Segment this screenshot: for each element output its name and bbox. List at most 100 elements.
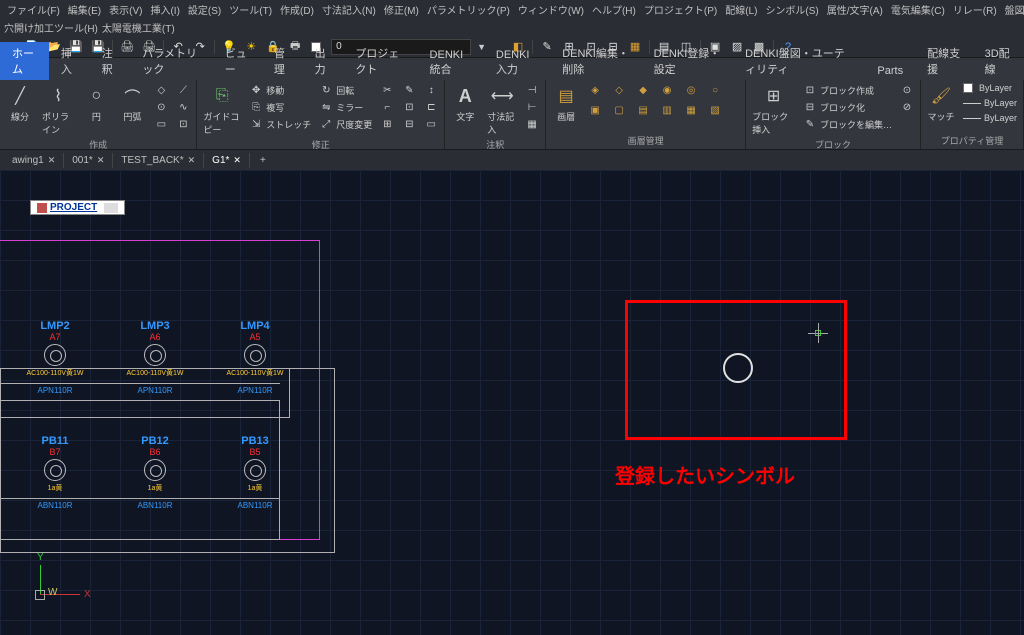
layer-tool-7[interactable]: ▣ — [586, 102, 604, 118]
tab-3d-wiring[interactable]: 3D配線 — [973, 42, 1024, 80]
menu-help[interactable]: ヘルプ(H) — [589, 2, 639, 17]
tab-parts[interactable]: Parts — [865, 62, 915, 80]
scale-button[interactable]: ⤢尺度変更 — [317, 116, 374, 132]
menu-wiring[interactable]: 配線(L) — [722, 2, 760, 17]
layer-tool-1[interactable]: ◈ — [586, 82, 604, 98]
tab-insert[interactable]: 挿入 — [49, 42, 90, 80]
project-tag[interactable]: PROJECT — [30, 200, 125, 215]
array-button[interactable]: ⊞ — [378, 116, 396, 132]
menu-elec-edit[interactable]: 電気編集(C) — [888, 2, 948, 17]
ann-sm-1[interactable]: ⊣ — [523, 82, 541, 98]
layer-tool-12[interactable]: ▧ — [706, 102, 724, 118]
move-button[interactable]: ✥移動 — [247, 82, 313, 98]
mod-sm-2[interactable]: ⊡ — [400, 99, 418, 115]
trim-button[interactable]: ✂ — [378, 82, 396, 98]
mirror-button[interactable]: ⇋ミラー — [317, 99, 374, 115]
match-props-button[interactable]: 🖌マッチ — [925, 82, 957, 125]
block-create-button[interactable]: ⊡ブロック作成 — [801, 82, 894, 98]
tab-wiring-support[interactable]: 配線支援 — [915, 42, 972, 80]
block-insert-button[interactable]: ⊞ブロック挿入 — [750, 82, 797, 138]
text-button[interactable]: A文字 — [449, 82, 481, 125]
tool-sm-3[interactable]: ▭ — [152, 116, 170, 132]
layer-tool-11[interactable]: ▦ — [682, 102, 700, 118]
layer-button[interactable]: ▤画層 — [550, 82, 582, 125]
line-button[interactable]: ╱線分 — [4, 82, 36, 125]
menu-taiyo-denki[interactable]: 太陽電機工業(T) — [102, 20, 175, 35]
menu-parametric[interactable]: パラメトリック(P) — [424, 2, 513, 17]
menu-create[interactable]: 作成(D) — [277, 2, 317, 17]
lineweight-bylayer[interactable]: ByLayer — [961, 97, 1019, 109]
tool-sm-4[interactable]: ⟋ — [174, 82, 192, 98]
menu-panel-draw[interactable]: 盤図(B) — [1002, 2, 1024, 17]
tab-denki-integrate[interactable]: DENKI統合 — [418, 46, 484, 80]
fillet-button[interactable]: ⌐ — [378, 99, 396, 115]
menu-edit[interactable]: 編集(E) — [65, 2, 104, 17]
layer-tool-6[interactable]: ○ — [706, 82, 724, 98]
menu-file[interactable]: ファイル(F) — [4, 2, 63, 17]
layer-tool-3[interactable]: ◆ — [634, 82, 652, 98]
blockify-button[interactable]: ⊟ブロック化 — [801, 99, 894, 115]
block-sm-1[interactable]: ⊙ — [898, 82, 916, 98]
circle-button[interactable]: ○円 — [80, 82, 112, 125]
stretch-button[interactable]: ⇲ストレッチ — [247, 116, 313, 132]
guide-copy-button[interactable]: ⎘ガイドコピー — [201, 82, 243, 138]
tool-sm-2[interactable]: ⊙ — [152, 99, 170, 115]
mod-sm-1[interactable]: ✎ — [400, 82, 418, 98]
ann-sm-3[interactable]: ▦ — [523, 116, 541, 132]
close-icon[interactable]: ✕ — [48, 155, 56, 166]
tab-manage[interactable]: 管理 — [262, 42, 303, 80]
tab-home[interactable]: ホーム — [0, 42, 49, 80]
block-sm-2[interactable]: ⊘ — [898, 99, 916, 115]
menu-insert[interactable]: 挿入(I) — [147, 2, 182, 17]
layer-tool-8[interactable]: ▢ — [610, 102, 628, 118]
tool-sm-1[interactable]: ◇ — [152, 82, 170, 98]
tab-denki-panel-util[interactable]: DENKI盤図・ユーティリティ — [733, 42, 865, 80]
mod-sm-6[interactable]: ▭ — [422, 116, 440, 132]
tab-output[interactable]: 出力 — [303, 42, 344, 80]
close-icon[interactable]: ✕ — [233, 155, 241, 166]
menu-window[interactable]: ウィンドウ(W) — [515, 2, 587, 17]
doc-tab-1[interactable]: 001*✕ — [64, 153, 113, 168]
menu-symbol[interactable]: シンボル(S) — [762, 2, 821, 17]
doc-tab-3[interactable]: G1*✕ — [204, 153, 250, 168]
layer-tool-4[interactable]: ◉ — [658, 82, 676, 98]
tool-sm-6[interactable]: ⊡ — [174, 116, 192, 132]
layer-tool-5[interactable]: ◎ — [682, 82, 700, 98]
menu-relay[interactable]: リレー(R) — [950, 2, 1000, 17]
layer-tool-10[interactable]: ▥ — [658, 102, 676, 118]
doc-tab-2[interactable]: TEST_BACK*✕ — [113, 153, 204, 168]
menu-project[interactable]: プロジェクト(P) — [641, 2, 720, 17]
close-icon[interactable]: ✕ — [97, 155, 105, 166]
tab-denki-register[interactable]: DENKI登録・設定 — [642, 42, 733, 80]
polyline-button[interactable]: ⌇ポリライン — [40, 82, 76, 138]
doc-tab-0[interactable]: awing1✕ — [4, 153, 64, 168]
menu-tools[interactable]: ツール(T) — [226, 2, 275, 17]
layer-tool-9[interactable]: ▤ — [634, 102, 652, 118]
menu-modify[interactable]: 修正(M) — [381, 2, 422, 17]
layer-tool-2[interactable]: ◇ — [610, 82, 628, 98]
menu-view[interactable]: 表示(V) — [106, 2, 145, 17]
tab-view[interactable]: ビュー — [213, 42, 262, 80]
menu-settings[interactable]: 設定(S) — [185, 2, 224, 17]
tab-denki-edit-del[interactable]: DENKI編集・削除 — [550, 42, 641, 80]
new-doc-tab[interactable]: + — [250, 153, 276, 168]
color-bylayer[interactable]: ByLayer — [961, 82, 1019, 94]
tab-denki-input[interactable]: DENKI入力 — [484, 46, 550, 80]
close-icon[interactable]: ✕ — [188, 155, 196, 166]
tab-project[interactable]: プロジェクト — [343, 42, 417, 80]
tool-sm-5[interactable]: ∿ — [174, 99, 192, 115]
mod-sm-5[interactable]: ⊏ — [422, 99, 440, 115]
ann-sm-2[interactable]: ⊢ — [523, 99, 541, 115]
menu-attr-text[interactable]: 属性/文字(A) — [824, 2, 886, 17]
menu-hole-tool[interactable]: 穴開け加工ツール(H) — [4, 20, 98, 35]
mod-sm-4[interactable]: ↕ — [422, 82, 440, 98]
tab-parametric[interactable]: パラメトリック — [130, 42, 212, 80]
rotate-button[interactable]: ↻回転 — [317, 82, 374, 98]
block-edit-button[interactable]: ✎ブロックを編集… — [801, 116, 894, 132]
target-symbol-circle[interactable] — [723, 353, 753, 383]
linetype-bylayer[interactable]: ByLayer — [961, 112, 1019, 124]
copy-button[interactable]: ⎘複写 — [247, 99, 313, 115]
arc-button[interactable]: ⌒円弧 — [116, 82, 148, 125]
mod-sm-3[interactable]: ⊟ — [400, 116, 418, 132]
drawing-canvas[interactable]: PROJECT LMP2 A7 AC100-110V黄1W APN110R LM… — [0, 170, 1024, 635]
